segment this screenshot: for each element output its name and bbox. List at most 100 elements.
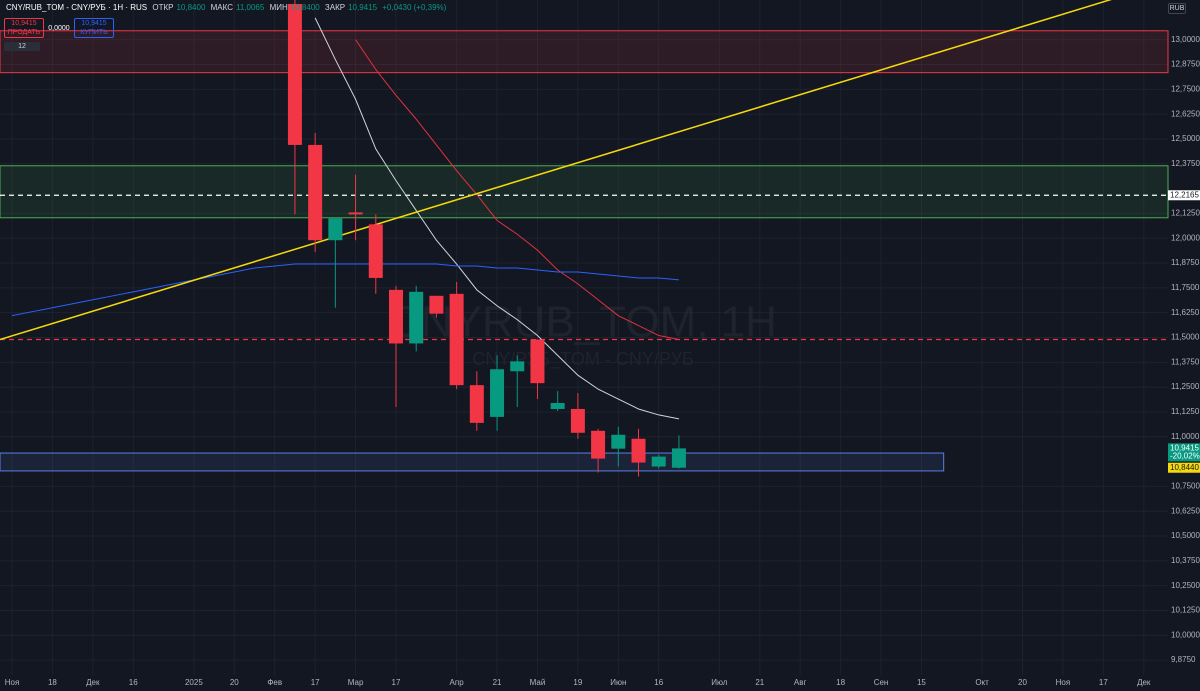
buy-label: КУПИТЬ [80,29,108,36]
price-label-sub: -20,02% [1170,451,1200,460]
candle-body [651,456,666,467]
zone [0,165,1169,219]
y-tick-label: 12,3750 [1171,159,1200,168]
buy-price: 10,9415 [81,20,107,27]
price-label: 10,9415 [1170,443,1199,452]
ma-line [11,263,679,317]
header: CNY/RUB_TOM - CNY/РУБ · 1Н · RUS ОТКР 10,… [6,3,449,12]
high-label: МАКС [210,3,233,12]
y-tick-label: 10,6250 [1171,506,1200,515]
x-tick-label: 18 [836,678,845,687]
x-tick-label: 17 [392,678,401,687]
ma-line [314,17,680,420]
candle-body [449,293,464,386]
x-tick-label: 17 [1099,678,1108,687]
x-tick-label: 17 [311,678,320,687]
x-tick-label: 21 [755,678,764,687]
close-label: ЗАКР [324,3,346,12]
candle-body [671,448,686,468]
price-label-box [1168,462,1200,473]
candle-body [308,144,323,241]
x-tick-label: Фев [267,678,282,687]
y-tick-label: 11,6250 [1171,308,1200,317]
price-label-box [1168,443,1200,462]
x-tick-label: Ноя [5,678,20,687]
candle-body [287,3,302,145]
candle-body [429,295,444,314]
y-tick-label: 12,6250 [1171,109,1200,118]
x-tick-label: 16 [654,678,663,687]
x-tick-label: 21 [493,678,502,687]
y-tick-label: 11,0000 [1171,432,1200,441]
y-tick-label: 12,5000 [1171,134,1200,143]
x-tick-label: Мар [348,678,364,687]
candle-body [388,289,403,344]
y-tick-label: 9,8750 [1171,655,1196,664]
y-tick-label: 10,1250 [1171,606,1200,615]
x-tick-label: 19 [573,678,582,687]
x-tick-label: Сен [874,678,889,687]
y-tick-label: 11,2500 [1171,382,1200,391]
candle-body [409,291,424,344]
y-tick-label: 11,8750 [1171,258,1200,267]
ma-line [355,39,680,340]
change: +0,0430 (+0,39%) [382,3,447,12]
y-tick-label: 11,1250 [1171,407,1200,416]
candle-body [348,212,363,215]
candle-body [328,218,343,241]
high: 11,0065 [236,3,265,12]
y-tick-label: 10,5000 [1171,531,1200,540]
candle-body [591,430,606,459]
y-tick-label: 10,2500 [1171,581,1200,590]
close: 10,9415 [348,3,378,12]
y-tick-label: 12,1250 [1171,209,1200,218]
y-tick-label: 12,7500 [1171,84,1200,93]
candle-body [550,403,565,409]
x-tick-label: Ноя [1056,678,1071,687]
buy-button[interactable]: 10,9415 КУПИТЬ [74,18,114,38]
x-tick-label: 20 [230,678,239,687]
open-label: ОТКР [152,3,174,12]
price-label-box [1168,190,1200,201]
candle-body [368,224,383,278]
candle-body [469,385,484,423]
candle-body [631,438,646,463]
candle-body [490,369,505,417]
spread: 0,0000 [48,25,70,32]
x-tick-label: Дек [1137,678,1151,687]
x-tick-label: Авг [794,678,807,687]
x-tick-label: 16 [129,678,138,687]
low-label: МИН [269,3,288,12]
y-tick-label: 10,0000 [1171,630,1200,639]
x-tick-label: 2025 [185,678,203,687]
price-axis [1168,0,1200,691]
watermark-sub: CNY/РУБ_TOM - CNY/РУБ [472,349,693,370]
y-tick-label: 12,0000 [1171,233,1200,242]
x-tick-label: Июн [610,678,626,687]
y-tick-label: 11,5000 [1171,333,1200,342]
trendline [0,0,1112,341]
candle-body [611,434,626,449]
symbol[interactable]: CNY/RUB_TOM - CNY/РУБ · 1Н · RUS [6,3,148,12]
x-tick-label: 15 [917,678,926,687]
open: 10,8400 [176,3,206,12]
y-tick-label: 13,0000 [1171,35,1200,44]
zone [0,452,945,472]
x-tick-label: Дек [86,678,100,687]
candle-body [530,339,545,384]
y-tick-label: 10,3750 [1171,556,1200,565]
y-tick-label: 11,7500 [1171,283,1200,292]
x-tick-label: Июл [711,678,728,687]
y-tick-label: 12,8750 [1171,60,1200,69]
candle-body [570,408,585,433]
currency[interactable]: RUB [1168,3,1186,14]
watermark: CNYRUB_TOM, 1H [389,298,777,347]
indicators-toggle[interactable]: 12 [4,42,40,51]
sell-button[interactable]: 10,9415 ПРОДАТЬ [4,18,44,38]
sell-price: 10,9415 [11,20,37,27]
x-tick-label: Май [530,678,546,687]
sell-label: ПРОДАТЬ [7,29,41,36]
candle-body [510,361,525,372]
